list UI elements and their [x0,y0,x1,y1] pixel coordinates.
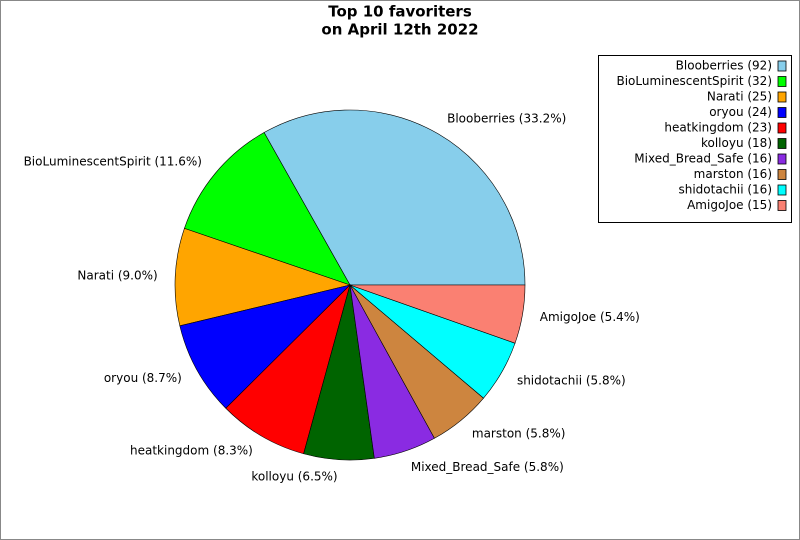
pie-slice [184,132,351,286]
legend-swatch [777,169,787,180]
pie-slice [174,227,352,327]
legend-label: Mixed_Bread_Safe (16) [634,152,772,166]
legend-label: marston (16) [694,167,772,181]
legend-label: kolloyu (18) [701,136,772,150]
slice-label: shidotachii (5.8%) [517,373,626,387]
legend-label: AmigoJoe (15) [687,198,772,212]
legend-swatch [777,107,787,118]
slice-label: Mixed_Bread_Safe (5.8%) [411,460,564,474]
slice-label: Blooberries (33.2%) [447,111,566,125]
legend-swatch [777,122,787,134]
pie-slice [349,284,526,344]
chart-title: Top 10 favoriters [328,3,472,21]
legend-swatch [777,200,787,211]
legend-label: Narati (25) [707,90,772,104]
legend-label: oryou (24) [709,105,772,119]
slice-label: marston (5.8%) [472,426,566,440]
chart-title: on April 12th 2022 [321,21,478,39]
legend-swatch [777,138,787,149]
slice-label: heatkingdom (8.3%) [130,444,253,458]
legend-label: shidotachii (16) [678,183,772,197]
pie-slice [225,283,351,455]
slice-label: Narati (9.0%) [77,268,157,282]
slice-label: AmigoJoe (5.4%) [540,310,640,324]
legend-swatch [777,91,787,103]
legend-swatch [777,184,787,196]
legend-box [598,55,792,223]
slice-label: kolloyu (6.5%) [251,470,337,484]
legend-label: Blooberries (92) [676,59,772,73]
legend-swatch [777,153,787,165]
slice-label: oryou (8.7%) [104,371,182,385]
legend-swatch [777,76,787,87]
slice-label: BioLuminescentSpirit (11.6%) [24,154,202,168]
pie-slice [263,109,526,286]
pie-slice [179,284,351,409]
legend-swatch [777,60,787,72]
legend-label: heatkingdom (23) [664,121,772,135]
legend-label: BioLuminescentSpirit (32) [616,74,772,88]
